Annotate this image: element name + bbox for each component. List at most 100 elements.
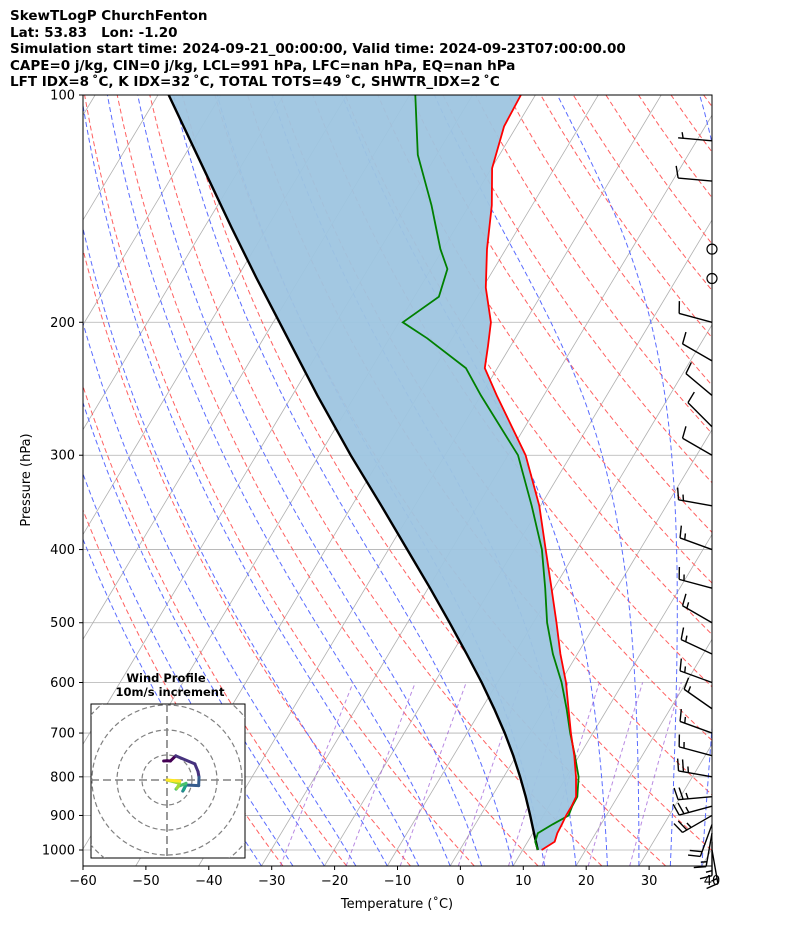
moist-adiabat: [83, 321, 357, 866]
hodograph-segment: [174, 754, 197, 766]
moist-adiabat: [106, 95, 451, 866]
moist-adiabat: [173, 95, 514, 866]
wind-barb: [683, 688, 713, 710]
isotherm-line: [575, 638, 712, 866]
mixing-ratio-line: [345, 682, 416, 866]
x-tick-label: 30: [641, 874, 658, 889]
calm-wind-circle: [706, 272, 718, 285]
dry-adiabat: [83, 247, 411, 866]
wind-barb-half-flag: [685, 806, 690, 813]
wind-barb: [678, 137, 713, 142]
index-line: LFT IDX=8 ˚C, K IDX=32 ˚C, TOTAL TOTS=49…: [10, 74, 500, 91]
wind-barb: [679, 670, 713, 684]
y-axis-label: Pressure (hPa): [19, 433, 34, 526]
chart-header: SkewTLogP ChurchFenton Lat: 53.83 Lon: -…: [10, 8, 626, 91]
wind-barb-flag: [685, 362, 692, 374]
wind-barb-half-flag: [686, 602, 690, 609]
y-tick-label: 900: [50, 809, 75, 824]
parcel-profile-line: [167, 95, 539, 851]
wind-barb-flag: [689, 849, 703, 853]
y-tick-label: 100: [50, 89, 75, 104]
isotherm-line: [765, 95, 794, 866]
dry-adiabat: [475, 95, 712, 435]
hodograph-segment: [184, 783, 201, 788]
dry-adiabat: [703, 95, 712, 108]
dry-adiabat: [377, 95, 712, 584]
wind-barb: [678, 177, 713, 182]
wind-barb: [678, 796, 713, 801]
wind-barb: [680, 638, 713, 655]
moist-adiabat: [433, 95, 640, 866]
wind-barb-flag: [681, 759, 685, 772]
x-axis-label: Temperature (˚C): [340, 896, 453, 912]
hodograph-segment: [171, 779, 182, 783]
wind-barb-flag: [681, 426, 687, 439]
cape-line: CAPE=0 j/kg, CIN=0 j/kg, LCL=991 hPa, LF…: [10, 57, 516, 74]
y-tick-label: 1000: [42, 844, 75, 859]
wind-barb-half-flag: [686, 822, 692, 828]
wind-barb-flag: [693, 865, 707, 869]
mixing-ratio-line: [399, 682, 467, 866]
y-tick-label: 800: [50, 770, 75, 785]
wind-barb-half-flag: [681, 132, 684, 139]
moist-adiabat: [83, 226, 388, 866]
wind-barb-flag: [676, 487, 680, 500]
wind-barb: [682, 605, 713, 624]
x-tick-label: −10: [384, 874, 411, 889]
x-tick-label: 20: [578, 874, 595, 889]
wind-barb: [678, 499, 713, 507]
dry-adiabat: [83, 384, 348, 866]
dry-adiabat: [409, 95, 712, 534]
wind-barb-flag: [679, 658, 683, 671]
wind-barb-flag: [687, 391, 695, 404]
wind-barb: [679, 720, 713, 734]
moist-adiabat: [733, 95, 794, 866]
isotherm-line: [512, 533, 712, 866]
moist-adiabat: [137, 95, 483, 866]
cin-shading: [168, 95, 577, 850]
wind-barb-half-flag: [687, 686, 692, 693]
y-tick-label: 700: [50, 727, 75, 742]
moist-adiabat: [83, 401, 325, 866]
dry-adiabat: [605, 95, 712, 245]
mixing-ratio-line: [279, 682, 354, 866]
wind-barb-half-flag: [705, 870, 713, 873]
wind-barb: [705, 833, 713, 867]
wind-barbs: [672, 132, 719, 890]
dry-adiabat: [84, 95, 475, 866]
wind-barb-flag: [679, 709, 683, 722]
wind-barb-flag: [673, 823, 684, 833]
dry-adiabat: [344, 95, 712, 636]
isotherm-line: [83, 95, 285, 431]
x-tick-label: −30: [258, 874, 285, 889]
wind-barb-half-flag: [711, 877, 718, 882]
y-tick-label: 600: [50, 676, 75, 691]
wind-barb-flag: [679, 525, 683, 539]
hodograph-subtitle: 10m/s increment: [116, 685, 225, 699]
wind-barb-half-flag: [684, 666, 687, 673]
wind-barb-flag: [672, 803, 680, 816]
dewpoint-line: [401, 95, 580, 851]
wind-barb: [711, 849, 719, 884]
wind-barb-half-flag: [684, 716, 687, 724]
wind-barb: [678, 312, 713, 323]
y-tick-label: 300: [50, 449, 75, 464]
wind-barb-flag: [675, 165, 679, 179]
wind-barb-flag: [677, 802, 685, 815]
wind-barb: [685, 373, 713, 396]
y-tick-label: 400: [50, 543, 75, 558]
wind-barb-flag: [706, 882, 719, 890]
wind-barb-flag: [678, 787, 684, 800]
hodograph-title: Wind Profile: [126, 671, 206, 685]
wind-barb-half-flag: [685, 635, 688, 642]
wind-barb: [699, 824, 713, 857]
wind-barb: [687, 402, 713, 428]
wind-barb: [679, 537, 713, 551]
moist-adiabat: [556, 95, 678, 866]
wind-barb: [678, 578, 713, 589]
isotherm-line: [701, 848, 712, 866]
wind-barb: [678, 805, 713, 816]
wind-barb-flag: [683, 677, 690, 690]
